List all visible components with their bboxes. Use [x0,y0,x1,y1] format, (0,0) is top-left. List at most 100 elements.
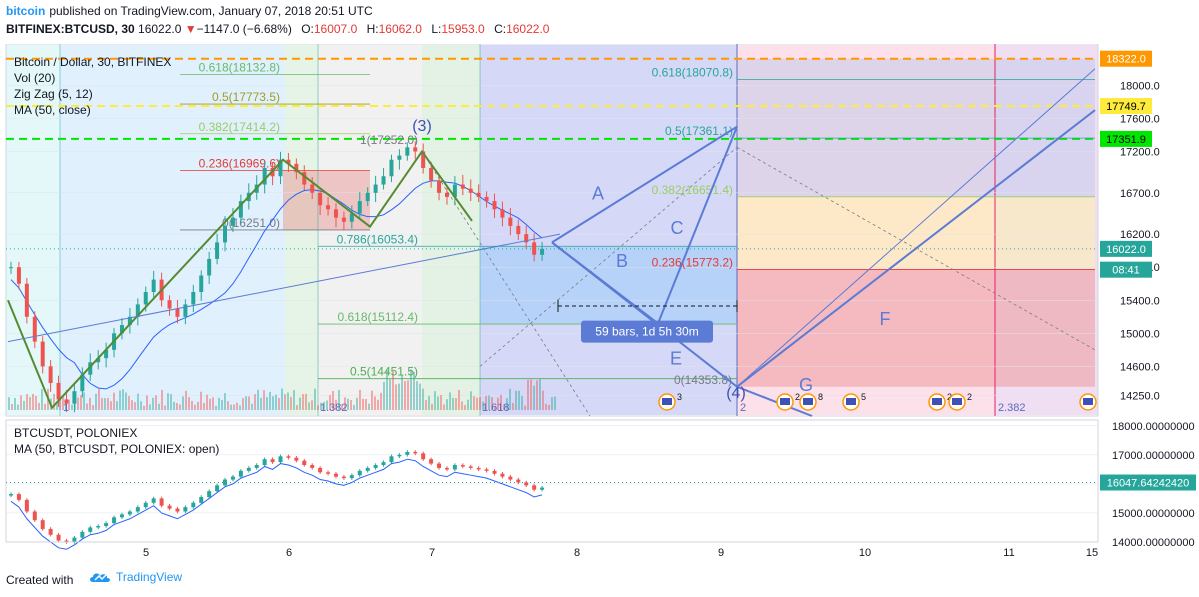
candle-body [397,155,402,160]
lower-candle-body [40,520,45,529]
lower-candle-body [96,526,101,528]
volume-bar [254,394,256,410]
volume-bar [482,401,484,410]
legend-symbol[interactable]: Bitcoin / Dollar, 30, BITFINEX [14,55,172,69]
lower-candle-body [127,511,132,515]
lower-candle-body [230,476,235,480]
time-tick-label: 15 [1086,547,1098,559]
legend-zigzag[interactable]: Zig Zag (5, 12) [14,87,93,101]
lower-legend-ma[interactable]: MA (50, BTCUSDT, POLONIEX: open) [14,442,220,456]
volume-bar [458,390,460,410]
candle-body [310,184,315,193]
volume-bar [521,395,523,410]
lower-candle-body [215,485,220,492]
event-count: 8 [818,392,823,402]
volume-bar [107,397,109,410]
close-value: 16022.0 [506,22,550,36]
down-arrow-icon: ▼ [184,22,197,36]
volume-bar [437,396,439,410]
volume-bar [362,398,364,410]
lower-price-axis[interactable]: 18000.0000000017000.0000000016000.000000… [1100,421,1196,549]
volume-bar [242,398,244,410]
flag-badge-icon [1083,398,1093,405]
candle-body [127,316,132,326]
candle-body [318,192,323,206]
fib-level-label: 0.786(16053.4) [337,232,418,246]
volume-bar [41,389,43,410]
volume-bar [86,403,88,410]
time-zone-label: 2 [740,402,746,414]
volume-bars [8,369,556,410]
candles [9,141,545,413]
volume-bar [38,402,40,410]
volume-bar [530,379,532,410]
volume-bar [104,398,106,410]
time-tick-label: 9 [718,547,724,559]
candle-body [460,184,465,189]
time-axis[interactable]: 5 6 7 8 9 10 11 15 [6,541,1098,559]
candle-body [215,242,220,259]
volume-bar [260,397,262,410]
volume-bar [347,398,349,410]
candle-body [56,382,61,400]
volume-bar [14,398,16,410]
volume-bar [308,402,310,410]
lower-candle-body [444,467,449,470]
volume-bar [455,398,457,410]
author-link[interactable]: bitcoin [6,4,46,18]
time-zone [422,45,480,415]
fib-level-label: 0.382(17414.2) [199,120,280,134]
volume-bar [164,405,166,410]
pattern-point-label: F [880,309,891,329]
volume-bar [137,393,139,410]
volume-bar [302,394,304,410]
legend-ma[interactable]: MA (50, close) [14,103,91,117]
volume-bar [491,397,493,410]
price-tick-label: 14600.0 [1120,361,1160,373]
volume-bar [452,397,454,410]
volume-bar [77,397,79,410]
main-legend: Bitcoin / Dollar, 30, BITFINEX Vol (20) … [14,54,171,118]
fib-level-label: 0.618(18070.8) [652,65,733,79]
lower-price-tick-label: 18000.00000000 [1112,421,1195,433]
volume-bar [287,392,289,410]
volume-bar [371,390,373,410]
lower-candle-body [452,465,457,470]
candle-body [421,151,426,168]
lower-candle-body [151,498,156,503]
volume-bar [506,398,508,410]
candle-body [119,325,124,334]
lower-legend-symbol[interactable]: BTCUSDT, POLONIEX [14,426,138,440]
publish-info: published on TradingView.com, January 07… [49,4,373,18]
volume-bar [305,393,307,410]
chart-area[interactable]: 0.618(18132.8) 0.5(17773.5) 0.382(17414.2)… [0,43,1199,564]
volume-bar [380,392,382,410]
measure-label: 59 bars, 1d 5h 30m [595,325,698,339]
lower-price-tick-label: 14000.00000000 [1112,537,1195,549]
volume-bar [356,397,358,410]
volume-bar [473,396,475,410]
volume-bar [89,397,91,410]
time-tick-label: 6 [286,547,292,559]
lower-candle-body [302,460,307,466]
legend-volume[interactable]: Vol (20) [14,71,56,85]
publish-line: bitcoin published on TradingView.com, Jan… [6,4,373,18]
volume-bar [446,399,448,410]
fib-level-label: 0.618(18132.8) [199,60,280,74]
lower-candle-body [9,494,13,496]
event-count: 2 [795,392,800,402]
candle-body [96,358,101,363]
candle-body [207,258,212,276]
price-axis[interactable]: 18000.017600.017200.016700.016200.015800… [1097,44,1199,416]
volume-bar [479,397,481,410]
pattern-line [736,385,813,417]
volume-bar [431,403,433,410]
lower-candle-body [500,473,505,477]
price-chart[interactable]: 0.618(18132.8) 0.5(17773.5) 0.382(17414.2)… [0,43,1199,564]
lower-candle-body [373,465,378,468]
lower-candle-body [207,491,212,497]
tradingview-logo[interactable]: TradingView [88,570,182,584]
pattern-point-label: E [670,349,682,369]
volume-bar [191,400,193,410]
lower-candle-body [421,453,426,460]
